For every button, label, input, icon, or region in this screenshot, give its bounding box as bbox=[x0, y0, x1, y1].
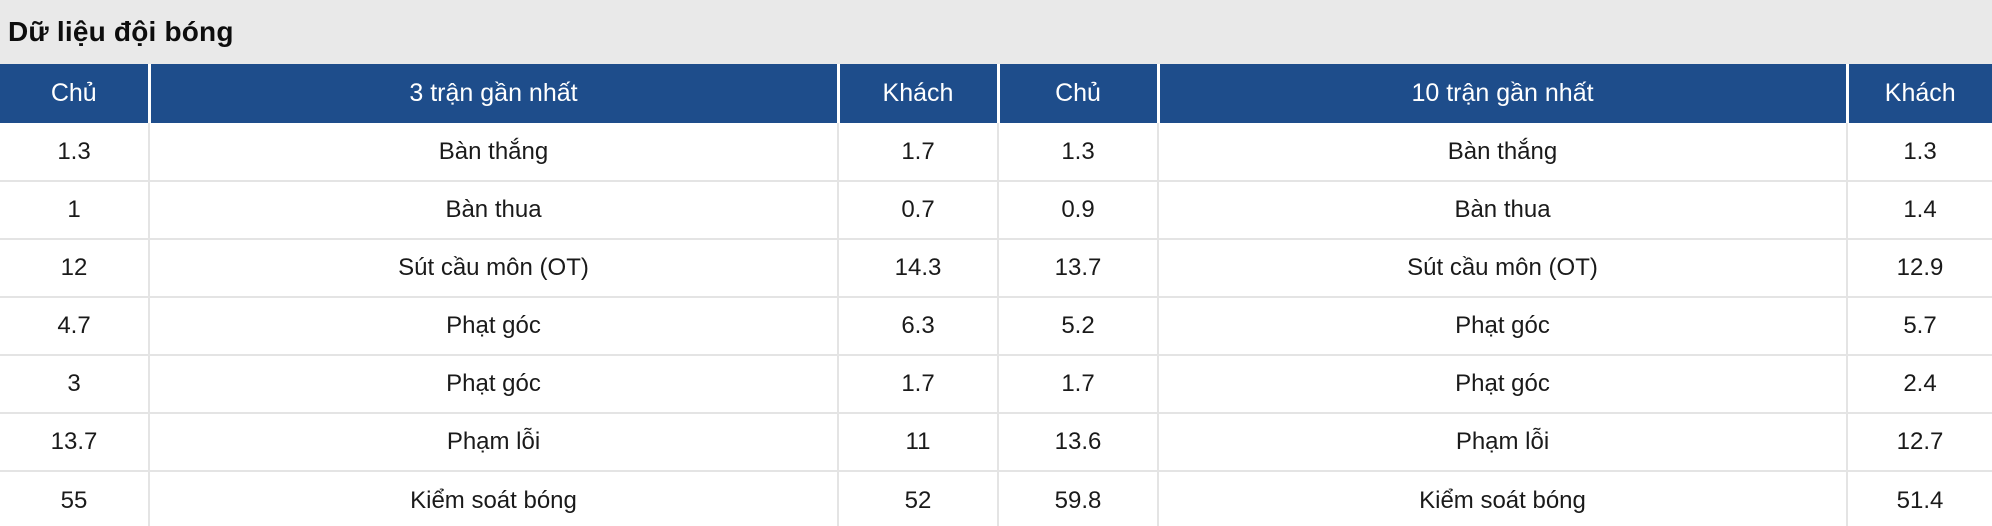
home-value-last3: 3 bbox=[0, 354, 149, 413]
home-value-last10: 1.3 bbox=[997, 123, 1158, 181]
header-last3: 3 trận gần nhất bbox=[147, 64, 838, 123]
away-value-last3: 6.3 bbox=[837, 296, 998, 355]
stat-label-last10: Phạm lỗi bbox=[1157, 412, 1847, 471]
section-title-bar: Dữ liệu đội bóng bbox=[0, 0, 1992, 64]
stat-label-last10: Phạt góc bbox=[1157, 296, 1847, 355]
header-chu-last10: Chủ bbox=[996, 64, 1158, 123]
stat-row: 12 Sút cầu môn (OT) 14.3 13.7 Sút cầu mô… bbox=[0, 238, 1992, 297]
stat-label-last10: Kiểm soát bóng bbox=[1157, 470, 1847, 526]
page-title: Dữ liệu đội bóng bbox=[8, 16, 234, 47]
stat-label-last10: Phạt góc bbox=[1157, 354, 1847, 413]
team-stats-table: Chủ 3 trận gần nhất Khách Chủ 10 trận gầ… bbox=[0, 64, 1992, 526]
away-value-last10: 12.7 bbox=[1846, 412, 1992, 471]
stat-label-last3: Phạm lỗi bbox=[148, 412, 838, 471]
home-value-last3: 4.7 bbox=[0, 296, 149, 355]
stat-row: 1 Bàn thua 0.7 0.9 Bàn thua 1.4 bbox=[0, 180, 1992, 239]
home-value-last10: 0.9 bbox=[997, 180, 1158, 239]
away-value-last3: 11 bbox=[837, 412, 998, 471]
stat-label-last3: Bàn thua bbox=[148, 180, 838, 239]
away-value-last3: 14.3 bbox=[837, 238, 998, 297]
stat-label-last10: Sút cầu môn (OT) bbox=[1157, 238, 1847, 297]
table-header-row: Chủ 3 trận gần nhất Khách Chủ 10 trận gầ… bbox=[0, 64, 1992, 123]
home-value-last3: 1.3 bbox=[0, 123, 149, 181]
away-value-last3: 52 bbox=[837, 470, 998, 526]
home-value-last3: 1 bbox=[0, 180, 149, 239]
stat-label-last3: Sút cầu môn (OT) bbox=[148, 238, 838, 297]
away-value-last3: 1.7 bbox=[837, 354, 998, 413]
header-khach-last3: Khách bbox=[836, 64, 998, 123]
home-value-last10: 5.2 bbox=[997, 296, 1158, 355]
stat-label-last3: Phạt góc bbox=[148, 354, 838, 413]
stat-row: 1.3 Bàn thắng 1.7 1.3 Bàn thắng 1.3 bbox=[0, 123, 1992, 181]
stat-label-last3: Bàn thắng bbox=[148, 123, 838, 181]
stat-label-last3: Kiểm soát bóng bbox=[148, 470, 838, 526]
stat-label-last3: Phạt góc bbox=[148, 296, 838, 355]
header-khach-last10: Khách bbox=[1845, 64, 1992, 123]
away-value-last3: 1.7 bbox=[837, 123, 998, 181]
home-value-last10: 13.6 bbox=[997, 412, 1158, 471]
home-value-last3: 13.7 bbox=[0, 412, 149, 471]
stat-row: 4.7 Phạt góc 6.3 5.2 Phạt góc 5.7 bbox=[0, 296, 1992, 355]
away-value-last3: 0.7 bbox=[837, 180, 998, 239]
header-last10: 10 trận gần nhất bbox=[1156, 64, 1847, 123]
stat-label-last10: Bàn thua bbox=[1157, 180, 1847, 239]
stat-label-last10: Bàn thắng bbox=[1157, 123, 1847, 181]
away-value-last10: 5.7 bbox=[1846, 296, 1992, 355]
stat-row: 55 Kiểm soát bóng 52 59.8 Kiểm soát bóng… bbox=[0, 470, 1992, 526]
away-value-last10: 51.4 bbox=[1846, 470, 1992, 526]
away-value-last10: 1.4 bbox=[1846, 180, 1992, 239]
home-value-last10: 13.7 bbox=[997, 238, 1158, 297]
away-value-last10: 1.3 bbox=[1846, 123, 1992, 181]
stat-row: 13.7 Phạm lỗi 11 13.6 Phạm lỗi 12.7 bbox=[0, 412, 1992, 471]
home-value-last10: 59.8 bbox=[997, 470, 1158, 526]
home-value-last3: 55 bbox=[0, 470, 149, 526]
stat-row: 3 Phạt góc 1.7 1.7 Phạt góc 2.4 bbox=[0, 354, 1992, 413]
header-chu-last3: Chủ bbox=[0, 64, 149, 123]
home-value-last3: 12 bbox=[0, 238, 149, 297]
home-value-last10: 1.7 bbox=[997, 354, 1158, 413]
away-value-last10: 2.4 bbox=[1846, 354, 1992, 413]
away-value-last10: 12.9 bbox=[1846, 238, 1992, 297]
